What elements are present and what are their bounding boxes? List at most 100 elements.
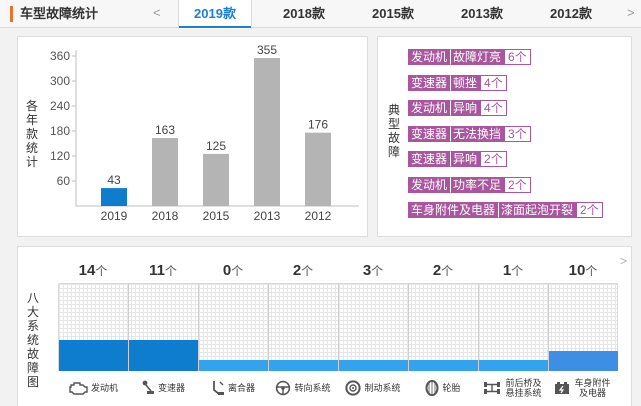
fault-part: 发动机 bbox=[408, 100, 451, 116]
system-item-4[interactable]: 制动系统 bbox=[338, 374, 408, 402]
system-count-unit: 个 bbox=[95, 264, 108, 278]
fault-item[interactable]: 发动机 故障灯亮 6个 bbox=[408, 49, 531, 65]
system-item-0[interactable]: 发动机 bbox=[58, 374, 128, 402]
system-count-value: 2 bbox=[432, 262, 442, 279]
car-battery-icon bbox=[554, 381, 573, 395]
data-label-2012: 176 bbox=[308, 118, 328, 132]
system-count-unit: 个 bbox=[585, 264, 598, 278]
system-name: 转向系统 bbox=[294, 383, 331, 393]
title-accent bbox=[10, 6, 13, 22]
system-bar-6[interactable] bbox=[479, 360, 548, 371]
year-chart: 60 120 180 240 300 360 43 2019 163 2018 125 2015 355… bbox=[50, 43, 359, 223]
system-item-1[interactable]: 变速器 bbox=[128, 374, 198, 402]
system-item-2[interactable]: 离合器 bbox=[198, 374, 268, 402]
system-bar-5[interactable] bbox=[409, 360, 478, 371]
bar-2019 bbox=[101, 188, 127, 206]
fault-count: 4个 bbox=[480, 74, 507, 91]
fault-count: 3个 bbox=[504, 125, 531, 142]
system-bar-1[interactable] bbox=[129, 340, 198, 371]
fault-issue: 无法换挡 bbox=[450, 125, 505, 142]
system-count-5: 2个 bbox=[408, 262, 478, 280]
system-count-1: 11个 bbox=[128, 262, 198, 280]
system-count-2: 0个 bbox=[198, 262, 268, 280]
system-count-3: 2个 bbox=[268, 262, 338, 280]
fault-item[interactable]: 发动机 功率不足 2个 bbox=[408, 176, 531, 193]
fault-part: 发动机 bbox=[408, 49, 451, 65]
tab-label: 2013款 bbox=[461, 6, 503, 21]
fault-issue: 漆面起泡开裂 bbox=[498, 202, 577, 218]
fault-item[interactable]: 车身附件及电器 漆面起泡开裂 2个 bbox=[408, 202, 603, 218]
system-count-unit: 个 bbox=[441, 264, 454, 278]
data-label-2013: 355 bbox=[257, 43, 277, 57]
system-bar-3[interactable] bbox=[269, 360, 338, 371]
y-tick-label: 300 bbox=[50, 74, 70, 88]
tab-2012[interactable]: 2012款 bbox=[535, 0, 607, 28]
y-tick-label: 60 bbox=[57, 174, 71, 188]
system-column-divider bbox=[548, 283, 549, 371]
system-column-divider bbox=[268, 283, 269, 371]
fault-count: 2个 bbox=[504, 176, 531, 193]
system-name: 发动机 bbox=[90, 383, 118, 393]
x-tick-label-2018: 2018 bbox=[152, 209, 179, 223]
fault-issue: 功率不足 bbox=[450, 176, 505, 193]
gear-shift-icon bbox=[141, 380, 158, 396]
system-bar-2[interactable] bbox=[199, 360, 268, 371]
system-count-value: 14 bbox=[78, 262, 96, 279]
system-item-6[interactable]: 前后桥及悬挂系统 bbox=[478, 374, 548, 402]
system-name: 制动系统 bbox=[364, 383, 401, 393]
system-item-7[interactable]: 车身附件及电器 bbox=[548, 374, 618, 402]
tab-2013[interactable]: 2013款 bbox=[446, 0, 518, 28]
bar-2013 bbox=[254, 58, 280, 206]
steering-wheel-icon bbox=[275, 380, 294, 396]
systems-next-arrow[interactable]: > bbox=[619, 254, 627, 268]
system-count-6: 1个 bbox=[478, 262, 548, 280]
x-tick-label-2013: 2013 bbox=[254, 209, 281, 223]
fault-count: 2个 bbox=[480, 151, 507, 167]
system-item-5[interactable]: 轮胎 bbox=[408, 374, 478, 402]
y-tick-label: 360 bbox=[50, 49, 70, 63]
x-tick-label-2019: 2019 bbox=[101, 209, 128, 223]
fault-issue: 顿挫 bbox=[450, 74, 481, 91]
system-column-divider bbox=[478, 283, 479, 371]
fault-part: 车身附件及电器 bbox=[408, 202, 499, 218]
tab-2015[interactable]: 2015款 bbox=[357, 0, 429, 28]
year-chart-side-label: 各年款统计 bbox=[25, 99, 38, 169]
system-count-value: 2 bbox=[292, 262, 302, 279]
system-count-unit: 个 bbox=[164, 264, 177, 278]
fault-item[interactable]: 变速器 异响 2个 bbox=[408, 151, 507, 167]
engine-icon bbox=[68, 381, 91, 395]
prev-arrow-button[interactable]: < bbox=[153, 5, 161, 20]
next-arrow-button[interactable]: > bbox=[627, 5, 635, 20]
y-tick-label: 120 bbox=[50, 149, 70, 163]
system-item-3[interactable]: 转向系统 bbox=[268, 374, 338, 402]
system-column-divider bbox=[408, 283, 409, 371]
fault-item[interactable]: 变速器 无法换挡 3个 bbox=[408, 125, 531, 142]
data-label-2019: 43 bbox=[107, 173, 121, 187]
bar-2018 bbox=[152, 138, 178, 206]
tab-2019[interactable]: 2019款 bbox=[178, 0, 252, 29]
fault-item[interactable]: 变速器 顿挫 4个 bbox=[408, 74, 507, 91]
fault-part: 变速器 bbox=[408, 125, 451, 142]
data-label-2018: 163 bbox=[155, 123, 175, 137]
fault-issue: 故障灯亮 bbox=[450, 49, 505, 65]
system-bar-0[interactable] bbox=[59, 340, 128, 371]
systems-side-label: 八大系统故障图 bbox=[26, 291, 39, 389]
tire-icon bbox=[425, 380, 442, 396]
tab-2018[interactable]: 2018款 bbox=[268, 0, 340, 28]
system-bar-7[interactable] bbox=[549, 351, 618, 371]
system-count-value: 11 bbox=[149, 262, 165, 279]
axle-icon bbox=[483, 380, 504, 396]
tab-label: 2019款 bbox=[194, 6, 236, 21]
x-tick-label-2015: 2015 bbox=[203, 209, 230, 223]
tab-label: 2012款 bbox=[550, 6, 592, 21]
system-count-value: 1 bbox=[502, 262, 512, 279]
system-bar-4[interactable] bbox=[339, 360, 408, 371]
fault-item[interactable]: 发动机 异响 4个 bbox=[408, 100, 507, 116]
fault-count: 4个 bbox=[480, 100, 507, 116]
fault-issue: 异响 bbox=[450, 100, 481, 116]
system-count-unit: 个 bbox=[511, 264, 524, 278]
fault-part: 发动机 bbox=[408, 176, 451, 193]
fault-part: 变速器 bbox=[408, 151, 451, 167]
system-count-unit: 个 bbox=[231, 264, 244, 278]
fault-part: 变速器 bbox=[408, 74, 451, 91]
